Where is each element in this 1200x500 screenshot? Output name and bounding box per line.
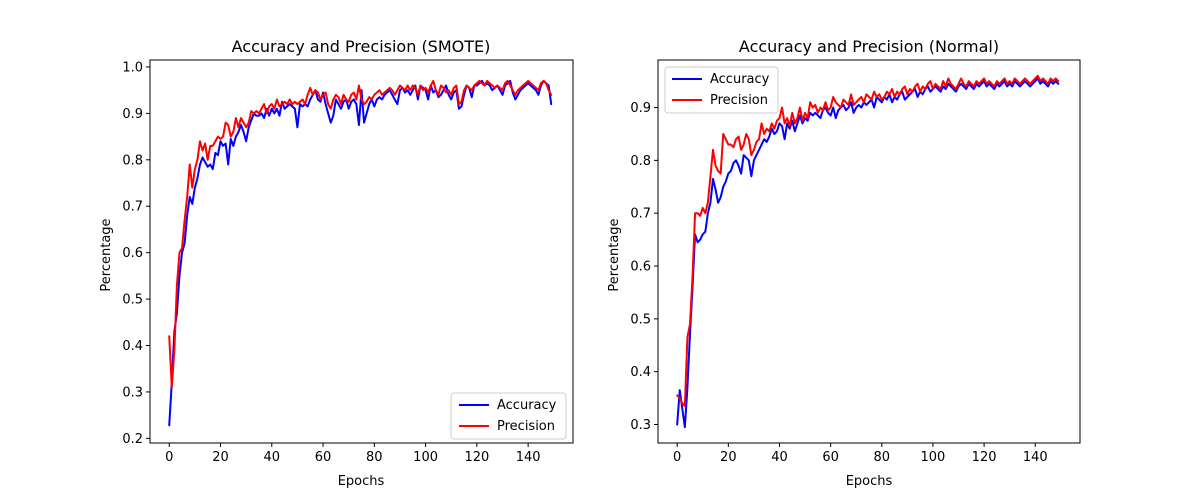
legend-label-precision: Precision <box>497 419 555 434</box>
y-tick-label: 0.3 <box>122 385 143 400</box>
y-tick-label: 0.5 <box>630 312 651 327</box>
legend: Accuracy Precision <box>664 66 779 114</box>
chart-title: Accuracy and Precision (SMOTE) <box>232 37 491 56</box>
x-tick-label: 0 <box>673 450 681 465</box>
x-tick-label: 60 <box>822 450 839 465</box>
plot-area: 0 20 40 60 80 100 120 140 0.3 0.4 0.5 0.6 0.7 0.8 0.9 <box>630 59 1081 465</box>
x-axis-label: Epochs <box>338 474 385 489</box>
x-tick-label: 120 <box>464 450 489 465</box>
x-tick-label: 20 <box>720 450 737 465</box>
x-axis-label: Epochs <box>846 474 893 489</box>
x-tick-label: 40 <box>771 450 788 465</box>
legend: Accuracy Precision <box>450 392 567 440</box>
x-tick-label: 100 <box>413 450 438 465</box>
legend-label-accuracy: Accuracy <box>710 72 770 87</box>
y-tick-label: 0.3 <box>630 418 651 433</box>
y-tick-label: 0.8 <box>630 154 651 169</box>
y-axis-label: Percentage <box>99 218 114 291</box>
y-tick-label: 1.0 <box>122 60 143 75</box>
x-tick-label: 140 <box>1023 450 1048 465</box>
series-line-accuracy <box>676 77 1060 429</box>
x-tick-label: 80 <box>874 450 891 465</box>
y-tick-label: 0.9 <box>630 101 651 116</box>
x-tick-label: 40 <box>263 450 280 465</box>
x-tick-label: 0 <box>165 450 173 465</box>
series-line-precision <box>168 79 553 389</box>
x-tick-label: 60 <box>315 450 332 465</box>
series-line-precision <box>676 74 1060 408</box>
y-tick-label: 0.7 <box>122 200 143 215</box>
y-tick-label: 0.2 <box>122 432 143 447</box>
axes-frame <box>657 59 1081 444</box>
y-tick-label: 0.6 <box>122 246 143 261</box>
x-tick-label: 80 <box>366 450 383 465</box>
series-line-accuracy <box>168 79 553 427</box>
x-tick-label: 140 <box>516 450 541 465</box>
x-tick-label: 20 <box>212 450 229 465</box>
y-axis-label: Percentage <box>607 218 622 291</box>
legend-label-accuracy: Accuracy <box>497 398 557 413</box>
plot-area: 0 20 40 60 80 100 120 140 0.2 0.3 0.4 0.5 0.6 0.7 0.8 0… <box>122 59 574 465</box>
axes-frame <box>149 59 574 444</box>
y-tick-label: 0.6 <box>630 260 651 275</box>
y-tick-label: 0.4 <box>630 365 651 380</box>
x-tick-label: 100 <box>921 450 946 465</box>
chart-title: Accuracy and Precision (Normal) <box>739 37 999 56</box>
x-tick-label: 120 <box>972 450 997 465</box>
y-tick-label: 0.4 <box>122 339 143 354</box>
y-tick-label: 0.7 <box>630 207 651 222</box>
chart-normal: Accuracy and Precision (Normal) 0 20 40 60 8… <box>607 37 1081 489</box>
legend-label-precision: Precision <box>710 93 768 108</box>
y-tick-label: 0.5 <box>122 293 143 308</box>
y-tick-label: 0.8 <box>122 153 143 168</box>
chart-smote: Accuracy and Precision (SMOTE) 0 20 40 60 80… <box>99 37 574 489</box>
y-tick-label: 0.9 <box>122 107 143 122</box>
